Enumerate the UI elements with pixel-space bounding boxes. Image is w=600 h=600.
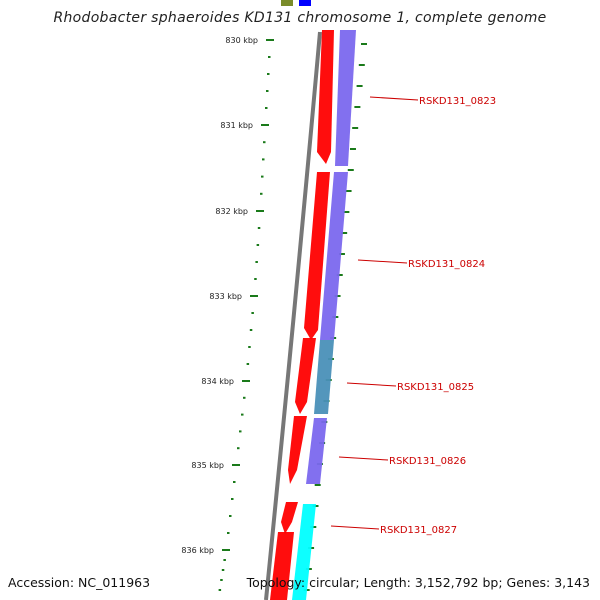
reverse-gene[interactable] [335,30,356,166]
gene-label-leader [330,525,380,530]
gene-labels: RSKD131_0823 RSKD131_0824 RSKD131_0825 RSKD… [330,96,496,536]
reverse-gene-cyan[interactable] [292,504,316,600]
scale-label: 836 kbp [181,546,214,555]
scale-label: 834 kbp [201,377,234,386]
gene-label[interactable]: RSKD131_0823 [419,96,496,107]
forward-gene[interactable] [288,416,307,484]
reverse-gene[interactable] [306,418,327,484]
forward-gene[interactable] [304,172,330,340]
forward-gene[interactable] [317,30,334,164]
scale-label: 830 kbp [225,36,258,45]
scale-label: 835 kbp [191,461,224,470]
gene-label-leader [346,382,397,387]
gene-label[interactable]: RSKD131_0826 [389,456,466,467]
gene-label-leader [357,259,408,264]
blue-feature[interactable] [299,0,311,6]
forward-gene[interactable] [270,532,294,600]
forward-gene[interactable] [281,502,298,534]
gene-label[interactable]: RSKD131_0824 [408,259,485,270]
gene-label[interactable]: RSKD131_0827 [380,525,457,536]
gene-label[interactable]: RSKD131_0825 [397,382,474,393]
backbone-arc [264,31,322,600]
scale-label: 833 kbp [209,292,242,301]
reverse-gene[interactable] [320,172,348,340]
scale-label: 831 kbp [220,121,253,130]
scale-label: 832 kbp [215,207,248,216]
gene-label-leader [338,456,389,461]
olive-feature[interactable] [281,0,293,6]
map-title: Rhodobacter sphaeroides KD131 chromosome… [53,10,547,26]
topology-text: Topology: circular; Length: 3,152,792 bp… [246,575,590,590]
scale-labels: 830 kbp 831 kbp 832 kbp 833 kbp 834 kbp 835 k… [181,36,258,555]
reverse-gene-teal[interactable] [314,340,334,414]
gene-track [270,30,356,600]
accession-text: Accession: NC_011963 [8,575,151,590]
forward-gene[interactable] [295,338,316,414]
gene-label-leader [369,96,419,101]
